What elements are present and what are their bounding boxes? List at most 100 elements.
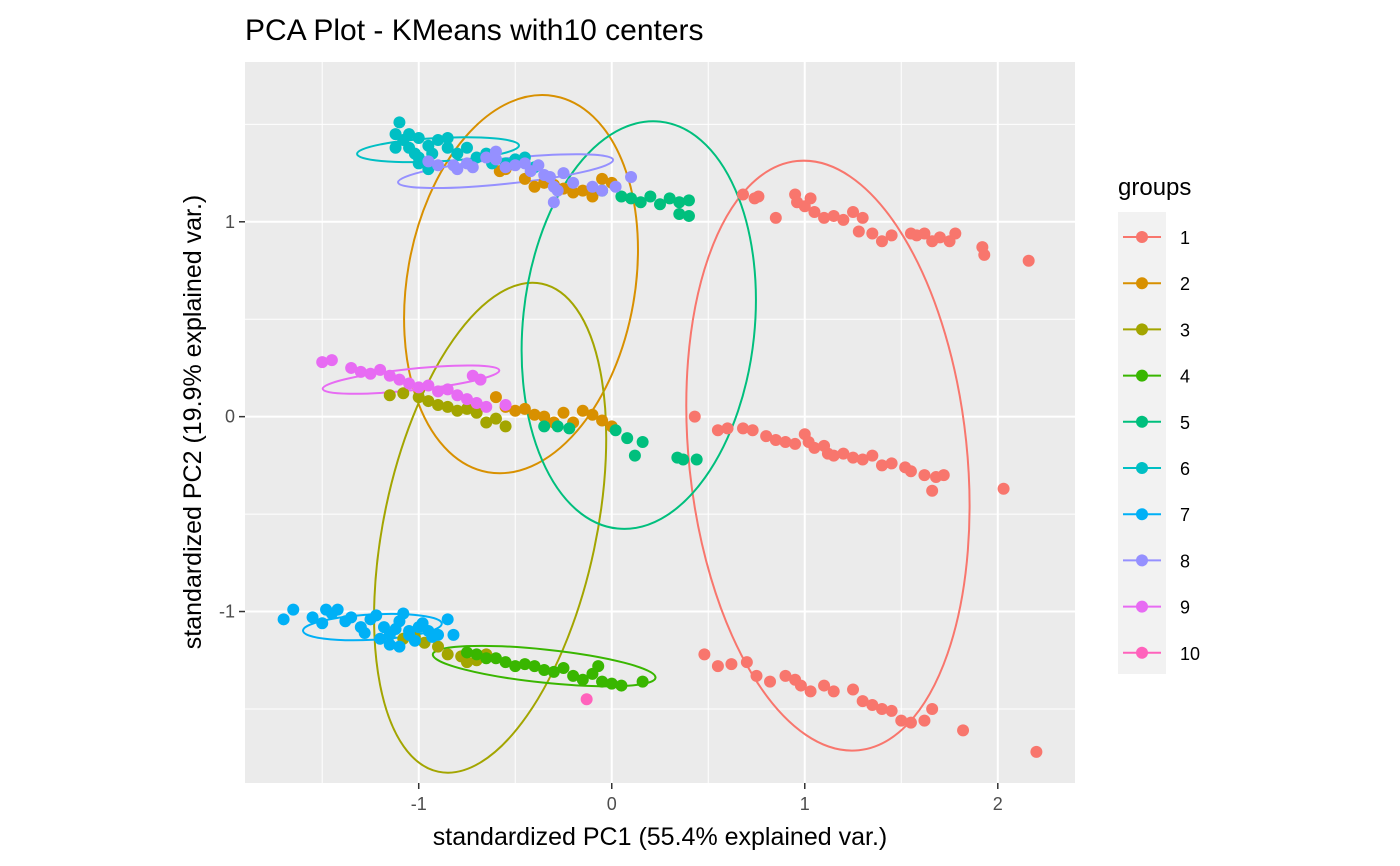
data-point-group-7 <box>441 613 454 626</box>
data-point-group-8 <box>551 184 564 197</box>
data-point-group-3 <box>412 391 425 404</box>
data-point-group-1 <box>949 227 962 240</box>
data-point-group-8 <box>557 167 570 180</box>
data-point-group-1 <box>746 424 759 437</box>
data-point-group-2 <box>538 410 551 423</box>
data-point-group-1 <box>721 422 734 435</box>
data-point-group-3 <box>441 648 454 661</box>
data-point-group-7 <box>403 625 416 638</box>
data-point-group-2 <box>596 414 609 427</box>
data-point-group-2 <box>528 180 541 193</box>
data-point-group-8 <box>480 151 493 164</box>
data-point-group-9 <box>441 383 454 396</box>
data-point-group-1 <box>711 424 724 437</box>
data-point-group-8 <box>543 170 556 183</box>
data-point-group-1 <box>725 658 738 671</box>
data-point-group-1 <box>794 679 807 692</box>
data-point-group-1 <box>764 675 777 688</box>
data-point-group-1 <box>895 714 908 727</box>
data-point-group-4 <box>596 675 609 688</box>
ellipse-group-3 <box>373 281 608 774</box>
legend-key-point <box>1136 462 1148 474</box>
data-point-group-9 <box>403 377 416 390</box>
data-point-group-8 <box>547 196 560 209</box>
data-point-group-9 <box>345 361 358 374</box>
x-tick-label: 2 <box>993 794 1003 814</box>
data-point-group-5 <box>682 209 695 222</box>
data-point-group-3 <box>422 395 435 408</box>
data-point-group-1 <box>827 685 840 698</box>
data-point-group-1 <box>866 699 879 712</box>
data-point-group-6 <box>441 131 454 144</box>
data-point-group-8 <box>447 159 460 172</box>
legend-key-point <box>1136 231 1148 243</box>
data-point-group-6 <box>412 131 425 144</box>
points-layer <box>277 116 1043 758</box>
data-point-group-7 <box>432 628 445 641</box>
data-point-group-1 <box>856 453 869 466</box>
legend-label-6: 6 <box>1180 459 1190 479</box>
data-point-group-1 <box>847 683 860 696</box>
data-point-group-7 <box>316 617 329 630</box>
data-point-group-2 <box>528 408 541 421</box>
data-point-group-5 <box>628 449 641 462</box>
data-point-group-4 <box>460 646 473 659</box>
data-point-group-1 <box>827 209 840 222</box>
data-point-group-5 <box>673 207 686 220</box>
data-point-group-1 <box>711 660 724 673</box>
x-axis-ticks: -1 0 1 2 <box>411 783 1003 814</box>
data-point-group-9 <box>474 373 487 386</box>
data-point-group-1 <box>918 714 931 727</box>
legend-key-point <box>1136 277 1148 290</box>
data-point-group-1 <box>885 229 898 242</box>
legend-key-point <box>1136 323 1148 336</box>
data-point-group-9 <box>393 373 406 386</box>
data-point-group-6 <box>451 147 464 160</box>
data-point-group-1 <box>866 449 879 462</box>
data-point-group-2 <box>509 404 522 417</box>
data-point-group-9 <box>412 381 425 394</box>
data-point-group-8 <box>422 155 435 168</box>
data-point-group-3 <box>397 387 410 400</box>
data-point-group-1 <box>852 225 865 238</box>
plot-panel <box>245 62 1075 783</box>
legend-key-point <box>1136 646 1148 659</box>
data-point-group-3 <box>460 402 473 415</box>
data-point-group-8 <box>499 161 512 174</box>
data-point-group-4 <box>528 660 541 673</box>
data-point-group-1 <box>875 235 888 248</box>
data-point-group-1 <box>808 206 821 219</box>
y-tick-label: 0 <box>225 407 235 427</box>
data-point-group-5 <box>625 192 638 205</box>
data-point-group-1 <box>818 679 831 692</box>
data-point-group-1 <box>926 702 939 715</box>
data-point-group-9 <box>316 356 329 369</box>
data-point-group-2 <box>576 184 589 197</box>
data-point-group-9 <box>383 369 396 382</box>
data-point-group-2 <box>518 402 531 415</box>
x-tick-label: -1 <box>411 794 427 814</box>
data-point-group-4 <box>538 663 551 676</box>
data-point-group-1 <box>997 482 1010 495</box>
data-point-group-1 <box>750 669 763 682</box>
data-point-group-8 <box>586 180 599 193</box>
legend-label-4: 4 <box>1180 367 1190 387</box>
data-point-group-2 <box>567 186 580 199</box>
data-point-group-1 <box>737 188 749 201</box>
data-point-group-6 <box>432 133 445 146</box>
data-point-group-1 <box>804 192 817 205</box>
data-point-group-7 <box>393 640 406 653</box>
y-tick-label: -1 <box>219 602 235 622</box>
ellipse-group-9 <box>321 364 501 395</box>
y-axis-title: standardized PC2 (19.9% explained var.) <box>179 195 207 649</box>
data-point-group-1 <box>847 206 860 219</box>
ellipse-group-2 <box>403 94 639 475</box>
data-point-group-1 <box>688 410 701 423</box>
legend-label-7: 7 <box>1180 505 1190 525</box>
ellipse-group-1 <box>685 159 971 752</box>
data-point-group-10 <box>580 693 593 706</box>
data-point-group-7 <box>345 611 358 624</box>
data-point-group-5 <box>563 422 576 435</box>
data-point-group-9 <box>422 379 435 392</box>
legend-label-3: 3 <box>1180 320 1190 340</box>
